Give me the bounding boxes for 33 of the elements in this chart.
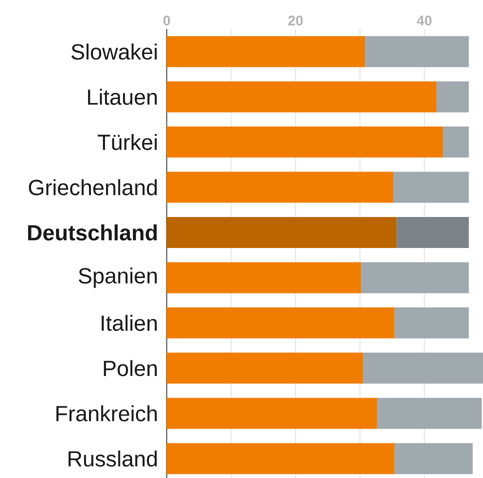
bar (166, 81, 437, 112)
bar (363, 352, 483, 384)
x-tick-label: 40 (416, 16, 432, 26)
bar (166, 443, 395, 474)
bar (394, 443, 473, 474)
bar (166, 352, 364, 384)
bar (166, 398, 378, 429)
y-tick-label: Deutschland (28, 224, 157, 241)
bar (443, 126, 469, 158)
bar (166, 126, 444, 158)
bar (396, 216, 469, 248)
y-tick-label: Litauen (88, 88, 157, 105)
bar (436, 81, 469, 112)
y-tick-label: Russland (68, 450, 157, 467)
bar (377, 398, 482, 429)
y-tick-label: Türkei (98, 134, 157, 150)
bar (166, 262, 362, 294)
bar (361, 262, 469, 294)
y-tick-label: Griechenland (28, 179, 157, 196)
y-tick-label: Frankreich (56, 405, 157, 422)
y-tick-label: Spanien (78, 267, 157, 288)
x-tick-label: 20 (288, 16, 303, 26)
y-tick-label: Slowakei (71, 44, 157, 60)
bar (365, 36, 469, 68)
y-tick-label: Polen (104, 360, 157, 376)
y-tick-label: Italien (102, 314, 157, 331)
bar (166, 172, 394, 203)
bar (166, 307, 395, 338)
x-tick-label: 0 (163, 16, 170, 26)
bar (166, 36, 366, 68)
bar (166, 216, 397, 248)
bar (393, 172, 469, 203)
bar (394, 307, 469, 338)
